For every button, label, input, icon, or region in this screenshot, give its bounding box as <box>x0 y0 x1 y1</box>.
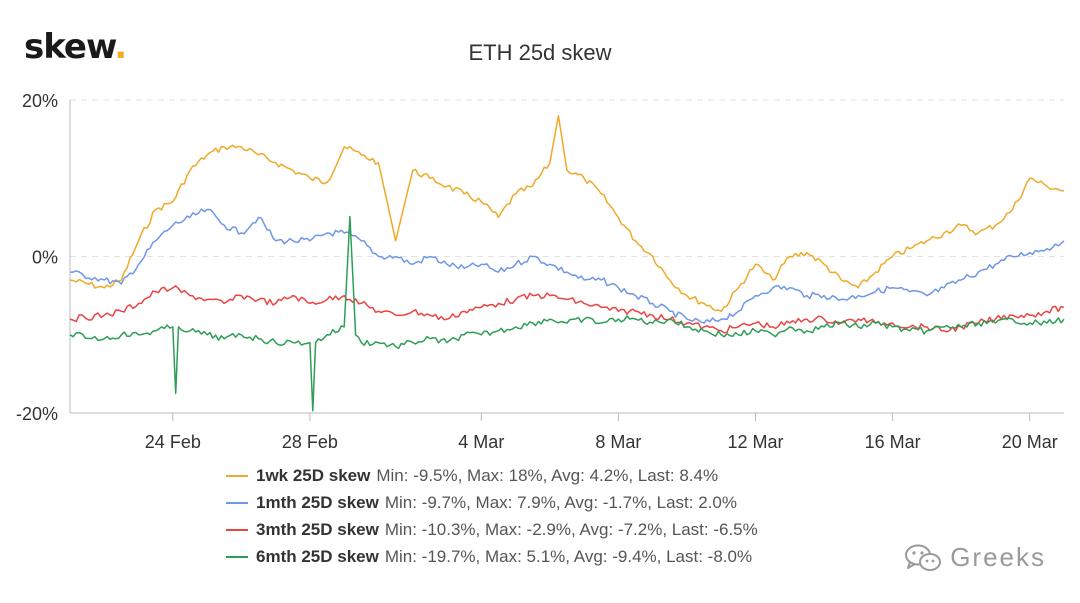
legend-swatch <box>226 474 248 477</box>
x-tick-label: 12 Mar <box>728 432 784 452</box>
series-line-1 <box>69 114 1065 313</box>
y-axis-ticks: 20% 0% -20% <box>16 91 58 424</box>
x-tick-label: 24 Feb <box>145 432 201 452</box>
x-tick-label: 28 Feb <box>282 432 338 452</box>
x-tick-label: 4 Mar <box>458 432 504 452</box>
y-tick-label: 20% <box>22 91 58 111</box>
y-tick-label: 0% <box>32 248 58 268</box>
x-tick-label: 8 Mar <box>595 432 641 452</box>
legend-series-stats: Min: -10.3%, Max: -2.9%, Avg: -7.2%, Las… <box>384 520 758 539</box>
gridlines <box>70 99 1064 414</box>
legend-item[interactable]: 1mth 25D skew Min: -9.7%, Max: 7.9%, Avg:… <box>226 489 758 516</box>
watermark-text: Greeks <box>950 542 1046 572</box>
y-tick-label: -20% <box>16 404 58 424</box>
x-tick-label: 16 Mar <box>865 432 921 452</box>
legend-series-stats: Min: -9.5%, Max: 18%, Avg: 4.2%, Last: 8… <box>376 466 719 485</box>
legend-item[interactable]: 1wk 25D skew Min: -9.5%, Max: 18%, Avg: 4… <box>226 462 758 489</box>
legend-swatch <box>226 528 248 531</box>
skew-logo: skew. <box>24 27 127 67</box>
legend-swatch <box>226 555 248 558</box>
legend-series-name: 1wk 25D skew <box>256 466 371 485</box>
legend-series-name: 6mth 25D skew <box>256 547 379 566</box>
logo-text: skew <box>24 27 115 67</box>
chart-title: ETH 25d skew <box>468 40 612 65</box>
legend-series-name: 1mth 25D skew <box>256 493 379 512</box>
series-line-4 <box>69 215 1065 412</box>
series-line-3 <box>69 285 1065 334</box>
chart-legend: 1wk 25D skew Min: -9.5%, Max: 18%, Avg: 4… <box>226 462 758 570</box>
legend-series-stats: Min: -19.7%, Max: 5.1%, Avg: -9.4%, Last… <box>384 547 753 566</box>
legend-swatch <box>226 501 248 504</box>
legend-series-name: 3mth 25D skew <box>256 520 379 539</box>
series-lines <box>69 114 1065 412</box>
series-line-2 <box>70 208 1065 324</box>
logo-dot: . <box>114 27 127 67</box>
legend-item[interactable]: 6mth 25D skew Min: -19.7%, Max: 5.1%, Avg… <box>226 543 758 570</box>
wechat-icon <box>905 544 942 571</box>
watermark: Greeks <box>904 542 1046 573</box>
legend-series-stats: Min: -9.7%, Max: 7.9%, Avg: -1.7%, Last:… <box>384 493 737 512</box>
x-axis-ticks: 24 Feb 28 Feb 4 Mar 8 Mar 12 Mar 16 Mar 20 Mar <box>145 413 1058 452</box>
x-tick-label: 20 Mar <box>1002 432 1058 452</box>
axes <box>69 100 1064 414</box>
legend-item[interactable]: 3mth 25D skew Min: -10.3%, Max: -2.9%, Av… <box>226 516 758 543</box>
